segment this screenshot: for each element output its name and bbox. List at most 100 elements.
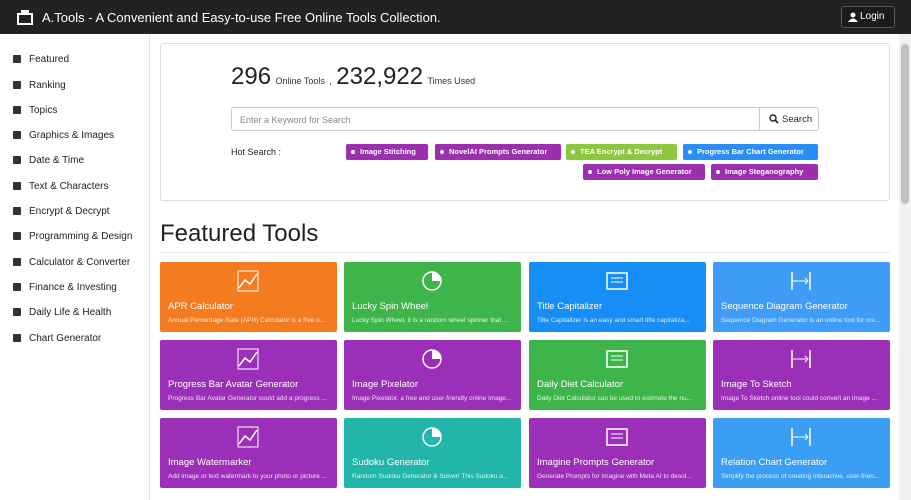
sidebar-item[interactable]: Calculator & Converter xyxy=(13,257,130,268)
tool-tile[interactable]: Image To Sketch Image To Sketch online to… xyxy=(713,340,890,410)
tool-description: Image Pixelator, a free and user-friendl… xyxy=(352,395,512,402)
separator: , xyxy=(329,76,332,86)
tool-tile[interactable]: Image Pixelator Image Pixelator, a free a… xyxy=(344,340,521,410)
hot-tag[interactable]: Image Steganography xyxy=(711,164,818,180)
sidebar-label: Topics xyxy=(29,105,58,116)
tools-count: 296 xyxy=(231,63,272,90)
divider xyxy=(160,252,890,253)
sidebar-label: Text & Characters xyxy=(29,181,109,192)
tool-tile[interactable]: Sequence Diagram Generator Sequence Diagr… xyxy=(713,262,890,332)
search-input[interactable]: Enter a Keyword for Search xyxy=(231,107,760,131)
tool-description: Add image or text watermark to your phot… xyxy=(168,473,327,480)
tool-icon xyxy=(606,350,628,368)
tool-title: Image Watermarker xyxy=(168,457,252,468)
sidebar-icon xyxy=(13,156,21,164)
sidebar-label: Date & Time xyxy=(29,155,85,166)
sidebar-item[interactable]: Featured xyxy=(13,54,69,65)
sidebar-item[interactable]: Encrypt & Decrypt xyxy=(13,206,110,217)
tool-title: Daily Diet Calculator xyxy=(537,379,624,390)
sidebar-label: Daily Life & Health xyxy=(29,307,112,318)
tool-icon xyxy=(791,272,811,290)
sidebar-item[interactable]: Date & Time xyxy=(13,155,84,166)
login-button[interactable]: Login xyxy=(841,6,895,28)
sidebar-item[interactable]: Chart Generator xyxy=(13,333,101,344)
sidebar-label: Featured xyxy=(29,54,70,65)
logo xyxy=(17,10,33,25)
sidebar-label: Chart Generator xyxy=(29,333,102,344)
tool-tile[interactable]: Title Capitalizer Title Capitalizer is an… xyxy=(529,262,706,332)
tool-icon xyxy=(791,428,811,446)
hot-tag[interactable]: Low Poly Image Generator xyxy=(583,164,705,180)
tool-tile[interactable]: APR Calculator Annual Percentage Rate (AP… xyxy=(160,262,337,332)
tool-description: Sequence Diagram Generator is an online … xyxy=(721,317,881,324)
tool-icon xyxy=(237,270,259,292)
tool-icon xyxy=(791,350,811,368)
tool-title: Title Capitalizer xyxy=(537,301,603,312)
sidebar-icon xyxy=(13,334,21,342)
sidebar-label: Programming & Design xyxy=(29,231,133,242)
tool-icon xyxy=(422,349,442,369)
search-button-label: Search xyxy=(782,114,813,125)
tool-tile[interactable]: Sudoku Generator Random Sudoku Generator … xyxy=(344,418,521,488)
sidebar-item[interactable]: Text & Characters xyxy=(13,181,108,192)
tool-tile[interactable]: Daily Diet Calculator Daily Diet Calculat… xyxy=(529,340,706,410)
hot-tag[interactable]: Image Stitching xyxy=(346,144,428,160)
sidebar-item[interactable]: Topics xyxy=(13,105,57,116)
hot-tag[interactable]: Progress Bar Chart Generator xyxy=(683,144,818,160)
tool-title: Sequence Diagram Generator xyxy=(721,301,848,312)
tool-title: Lucky Spin Wheel xyxy=(352,301,429,312)
sidebar-icon xyxy=(13,55,21,63)
sidebar-icon xyxy=(13,81,21,89)
hot-search-label: Hot Search : xyxy=(231,147,282,157)
sidebar-icon xyxy=(13,308,21,316)
times-label: Times Used xyxy=(427,76,476,86)
tool-title: Progress Bar Avatar Generator xyxy=(168,379,299,390)
sidebar-item[interactable]: Programming & Design xyxy=(13,231,132,242)
tools-label: Online Tools xyxy=(275,76,325,86)
login-label: Login xyxy=(860,11,885,22)
sidebar-item[interactable]: Finance & Investing xyxy=(13,282,117,293)
tool-tile[interactable]: Progress Bar Avatar Generator Progress Ba… xyxy=(160,340,337,410)
section-heading: Featured Tools xyxy=(160,220,319,247)
tool-tile[interactable]: Lucky Spin Wheel Lucky Spin Wheel, it is … xyxy=(344,262,521,332)
sidebar-label: Ranking xyxy=(29,80,66,91)
sidebar-label: Calculator & Converter xyxy=(29,257,131,268)
sidebar-item[interactable]: Daily Life & Health xyxy=(13,307,111,318)
tool-icon xyxy=(422,427,442,447)
site-title[interactable]: A.Tools - A Convenient and Easy-to-use F… xyxy=(42,10,441,25)
sidebar-icon xyxy=(13,283,21,291)
search-button[interactable]: Search xyxy=(759,107,819,131)
tool-icon xyxy=(606,428,628,446)
tool-description: Random Sudoku Generator & Solver! This S… xyxy=(352,473,509,480)
scrollbar-thumb[interactable] xyxy=(901,44,909,204)
sidebar-icon xyxy=(13,182,21,190)
tool-description: Simplify the process of creating interac… xyxy=(721,473,880,480)
tool-title: Sudoku Generator xyxy=(352,457,430,468)
tool-description: Generate Prompts for Imagine with Meta A… xyxy=(537,473,692,480)
tool-description: Image To Sketch online tool could conver… xyxy=(721,395,877,402)
sidebar-item[interactable]: Ranking xyxy=(13,80,66,91)
hot-tag[interactable]: NovelAI Prompts Generator xyxy=(435,144,561,160)
tool-icon xyxy=(237,348,259,370)
sidebar-icon xyxy=(13,131,21,139)
tool-description: Progress Bar Avatar Generator could add … xyxy=(168,395,327,402)
tool-tile[interactable]: Image Watermarker Add image or text water… xyxy=(160,418,337,488)
sidebar-label: Encrypt & Decrypt xyxy=(29,206,110,217)
tool-tile[interactable]: Relation Chart Generator Simplify the pro… xyxy=(713,418,890,488)
tool-icon xyxy=(422,271,442,291)
sidebar xyxy=(0,34,150,500)
sidebar-label: Finance & Investing xyxy=(29,282,117,293)
sidebar-item[interactable]: Graphics & Images xyxy=(13,130,114,141)
tool-title: Image Pixelator xyxy=(352,379,419,390)
tool-description: Lucky Spin Wheel, it is a random wheel s… xyxy=(352,317,509,324)
stats: 296 Online Tools , 232,922 Times Used xyxy=(231,63,475,91)
sidebar-icon xyxy=(13,258,21,266)
tool-title: Imagine Prompts Generator xyxy=(537,457,655,468)
tool-description: Daily Diet Calculator can be used to est… xyxy=(537,395,692,402)
tool-icon xyxy=(606,272,628,290)
sidebar-icon xyxy=(13,106,21,114)
hot-tag[interactable]: TEA Encrypt & Decrypt xyxy=(566,144,677,160)
tool-description: Annual Percentage Rate (APR) Calculator … xyxy=(168,317,326,324)
tool-tile[interactable]: Imagine Prompts Generator Generate Prompt… xyxy=(529,418,706,488)
